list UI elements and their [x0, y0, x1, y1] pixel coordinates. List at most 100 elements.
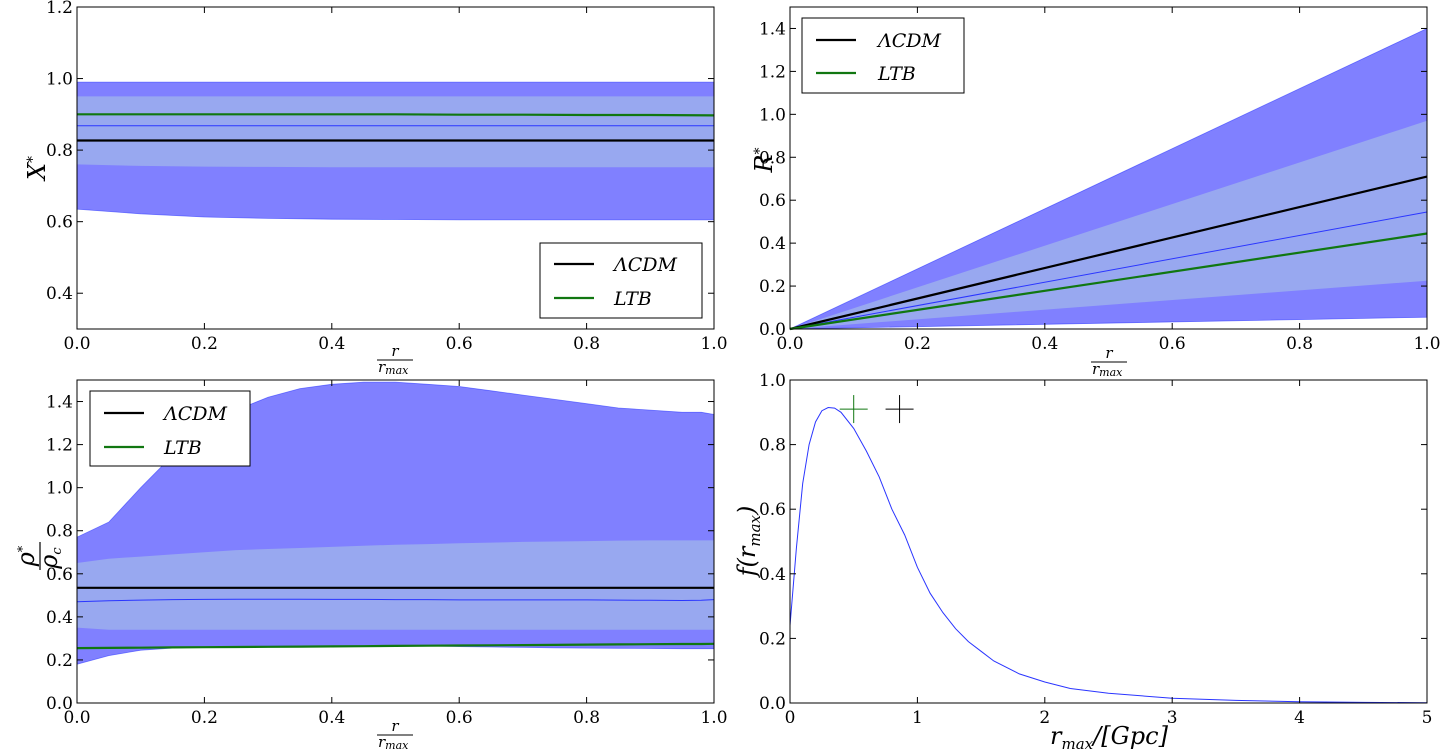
p4-xtick-label: 3: [1167, 708, 1178, 728]
p1-legend-label-ltb: LTB: [613, 288, 652, 310]
p3-xtick-label: 0.2: [191, 708, 218, 728]
panel-r-star: 0.0 0.2 0.4 0.6 0.8 1.0 0.0 0.2 0.4 0.6 0.8 1.0 1.2 1…: [750, 6, 1441, 379]
p4-xtick-label: 4: [1294, 708, 1305, 728]
p1-xtick-label: 0.6: [446, 334, 473, 354]
p2-legend-box: [801, 17, 965, 94]
p3-legend-label-lcdm: ΛCDM: [162, 403, 227, 425]
p2-ytick-label: 1.0: [759, 105, 786, 125]
p3-xlabel: r rmax: [377, 717, 413, 752]
p4-marker-lcdm: [885, 395, 914, 424]
p2-ylabel: R*: [750, 147, 778, 173]
p2-xtick-label: 0.0: [776, 334, 803, 354]
p4-ytick-label: 0.8: [759, 436, 786, 456]
p2-xlabel: r rmax: [1091, 344, 1127, 379]
p2-xtick-label: 0.2: [904, 334, 931, 354]
p1-ytick-label: 0.4: [46, 284, 73, 304]
p4-xlabel: rmax/[Gpc]: [1050, 722, 1169, 753]
p1-legend-box: [539, 242, 703, 319]
p3-ytick-label: 1.2: [46, 436, 73, 456]
p2-plot-area: [789, 27, 1428, 331]
p1-ytick-label: 1.2: [46, 0, 73, 18]
p3-ylabel: ρ* ρc: [12, 542, 65, 570]
p3-ytick-label: 0.2: [46, 651, 73, 671]
p4-axes-frame: [789, 379, 1428, 704]
p3-ytick-label: 0.4: [46, 608, 73, 628]
p3-xtick-label: 0.0: [63, 708, 90, 728]
p3-ytick-label: 1.4: [46, 393, 73, 413]
p2-ticks: 0.0 0.2 0.4 0.6 0.8 1.0 0.0 0.2 0.4 0.6 0.8 1.0 1.2 1…: [759, 7, 1441, 354]
p3-ticks: 0.0 0.2 0.4 0.6 0.8 1.0 0.0 0.2 0.4 0.6 0.8 1.0 1.2 1…: [46, 380, 728, 728]
p2-xtick-label: 1.0: [1413, 334, 1440, 354]
p1-ticks: 0.0 0.2 0.4 0.6 0.8 1.0 0.4 0.6 0.8 1.0 1.2: [46, 0, 728, 354]
p2-ltb-line: [789, 232, 1428, 331]
p4-pdf-line: [789, 406, 1428, 704]
p1-xtick-label: 0.0: [63, 334, 90, 354]
p2-xtick-label: 0.8: [1286, 334, 1313, 354]
p1-xtick-label: 0.2: [191, 334, 218, 354]
p3-ltb-line: [76, 642, 715, 650]
p2-ytick-label: 0.6: [759, 191, 786, 211]
p3-mean-line: [76, 598, 715, 603]
p3-inner-band: [77, 540, 714, 630]
svg-text:ρ*: ρ*: [12, 545, 40, 567]
p4-ytick-label: 0.6: [759, 500, 786, 520]
p2-xlabel-den: rmax: [1092, 360, 1123, 379]
p2-legend-label-lcdm: ΛCDM: [876, 30, 941, 52]
p3-ytick-label: 0.6: [46, 565, 73, 585]
panel-rho-star: 0.0 0.2 0.4 0.6 0.8 1.0 0.0 0.2 0.4 0.6 0.8 1.0 1.2 1…: [12, 379, 728, 752]
p4-ylabel: f(rmax): [733, 506, 764, 579]
p2-ytick-label: 0.0: [759, 320, 786, 340]
p1-xtick-label: 0.4: [318, 334, 345, 354]
p3-xlabel-num: r: [391, 717, 399, 735]
p4-xtick-label: 2: [1039, 708, 1050, 728]
p4-plot-area: [789, 395, 1428, 704]
p2-xlabel-num: r: [1105, 344, 1113, 362]
p4-ytick-label: 0.4: [759, 565, 786, 585]
svg-text:ρc: ρc: [35, 547, 65, 570]
p1-ytick-label: 1.0: [46, 70, 73, 90]
p3-xtick-label: 0.8: [573, 708, 600, 728]
p2-legend-label-ltb: LTB: [877, 63, 916, 85]
p3-ytick-label: 0.8: [46, 522, 73, 542]
p1-legend-label-lcdm: ΛCDM: [612, 254, 677, 276]
p3-xlabel-den: rmax: [378, 733, 409, 752]
p1-inner-band: [77, 96, 714, 168]
p3-legend-label-ltb: LTB: [163, 437, 202, 459]
p1-ylabel: X*: [23, 156, 51, 182]
p4-ytick-label: 0.2: [759, 629, 786, 649]
p3-ytick-label: 0.0: [46, 694, 73, 714]
p1-xlabel-num: r: [391, 342, 399, 360]
p2-lcdm-line: [789, 175, 1428, 331]
p1-xtick-label: 0.8: [573, 334, 600, 354]
p3-xtick-label: 0.6: [446, 708, 473, 728]
p2-ytick-label: 0.8: [759, 148, 786, 168]
p2-ytick-label: 1.2: [759, 62, 786, 82]
p4-xtick-label: 0: [785, 708, 796, 728]
p3-xtick-label: 0.4: [318, 708, 345, 728]
p4-ytick-label: 1.0: [759, 371, 786, 391]
panel-x-star: 0.0 0.2 0.4 0.6 0.8 1.0 0.4 0.6 0.8 1.0 1.2 X* r r…: [23, 0, 728, 377]
p2-inner-band: [790, 120, 1427, 329]
p2-ytick-label: 0.4: [759, 234, 786, 254]
p3-ytick-label: 1.0: [46, 479, 73, 499]
p4-xtick-label: 1: [912, 708, 923, 728]
p4-marker-ltb: [839, 395, 868, 424]
p3-axes-frame: [76, 379, 715, 704]
p4-ticks: 0 1 2 3 4 5 0.0 0.2 0.4 0.6 0.8 1.0: [759, 371, 1432, 728]
p1-legend: ΛCDM LTB: [539, 242, 703, 319]
p3-legend-box: [89, 390, 251, 467]
p1-xlabel: r rmax: [377, 342, 413, 377]
p1-ytick-label: 0.6: [46, 213, 73, 233]
p1-xtick-label: 1.0: [700, 334, 727, 354]
p1-ytick-label: 0.8: [46, 141, 73, 161]
p1-axes-frame: [76, 6, 715, 330]
p2-ytick-label: 1.4: [759, 19, 786, 39]
p2-axes-frame: [789, 6, 1428, 330]
p2-xtick-label: 0.4: [1031, 334, 1058, 354]
p4-ytick-label: 0.0: [759, 694, 786, 714]
p3-legend: ΛCDM LTB: [89, 390, 251, 467]
p3-xtick-label: 1.0: [700, 708, 727, 728]
p2-ytick-label: 0.2: [759, 277, 786, 297]
p2-mean-line: [789, 211, 1428, 330]
